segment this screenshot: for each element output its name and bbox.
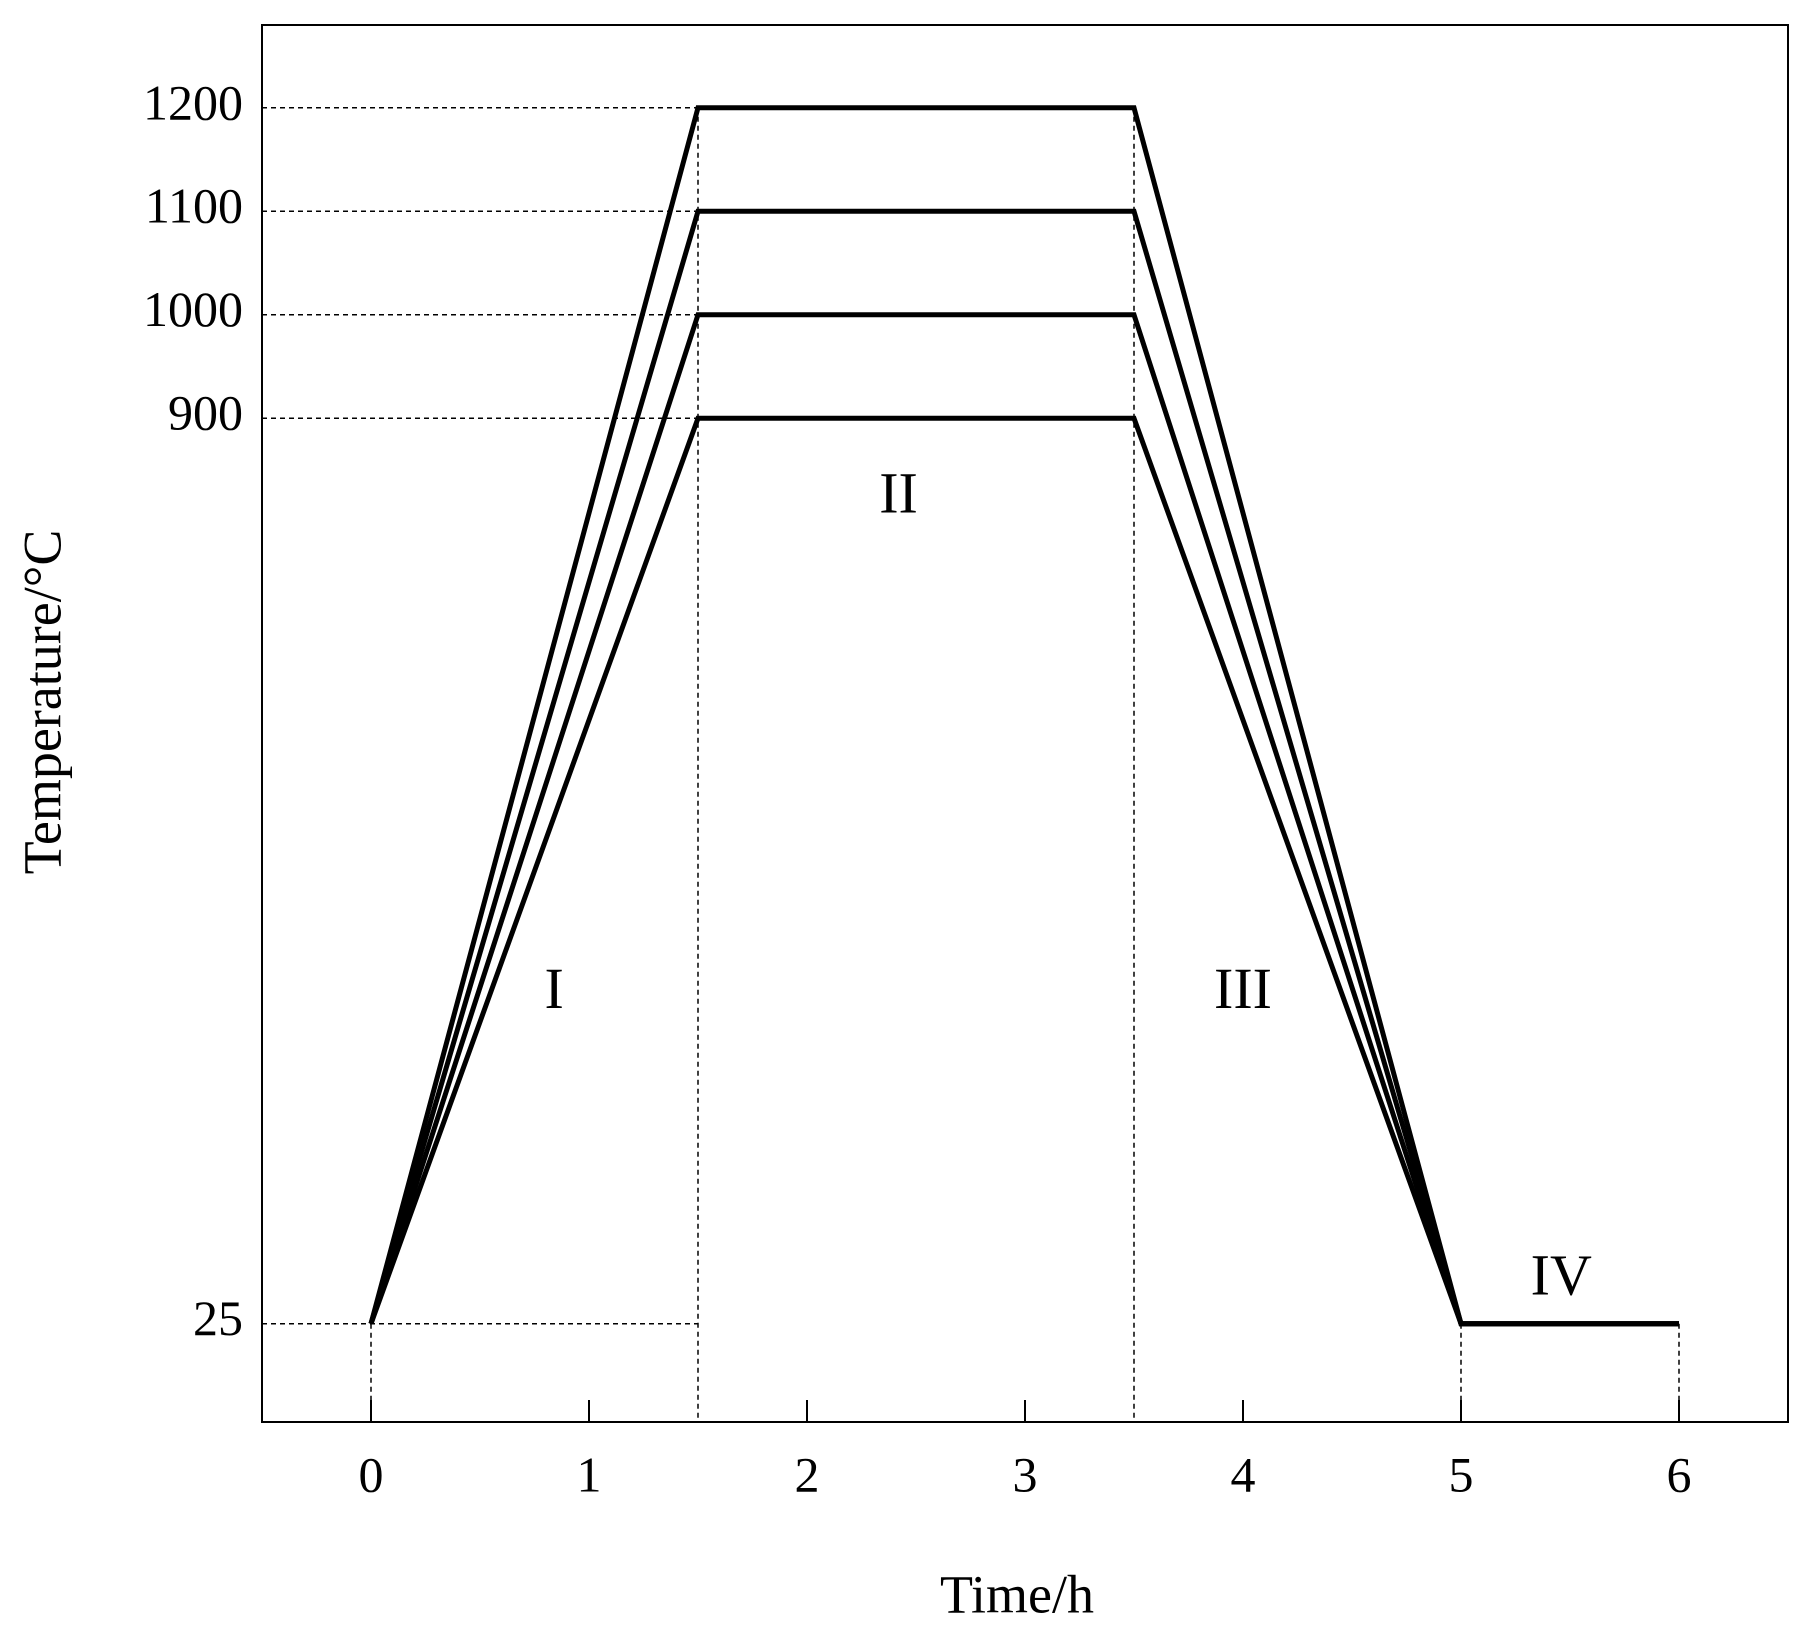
x-tick-label: 4 [1231, 1446, 1256, 1502]
series-line [368, 415, 1679, 1327]
x-tick-label: 6 [1667, 1446, 1692, 1502]
y-tick-label: 1200 [143, 74, 243, 130]
series-line [368, 312, 1679, 1327]
x-tick-label: 0 [359, 1446, 384, 1502]
x-tick-label: 1 [577, 1446, 602, 1502]
plot-frame [261, 24, 1789, 1423]
x-axis-title: Time/h [940, 1564, 1094, 1624]
y-tick-label: 25 [193, 1290, 243, 1346]
y-tick-label: 900 [168, 385, 243, 441]
stage-label: III [1214, 956, 1272, 1021]
y-tick-label: 1100 [145, 178, 243, 234]
stage-label: I [544, 956, 563, 1021]
stage-label: IV [1531, 1243, 1592, 1308]
stage-label: II [879, 460, 918, 525]
x-tick-label: 5 [1449, 1446, 1474, 1502]
series-line [368, 208, 1679, 1327]
y-axis-title: Temperature/°C [12, 530, 72, 875]
y-tick-label: 1000 [143, 281, 243, 337]
x-tick-label: 3 [1013, 1446, 1038, 1502]
x-tick-label: 2 [795, 1446, 820, 1502]
